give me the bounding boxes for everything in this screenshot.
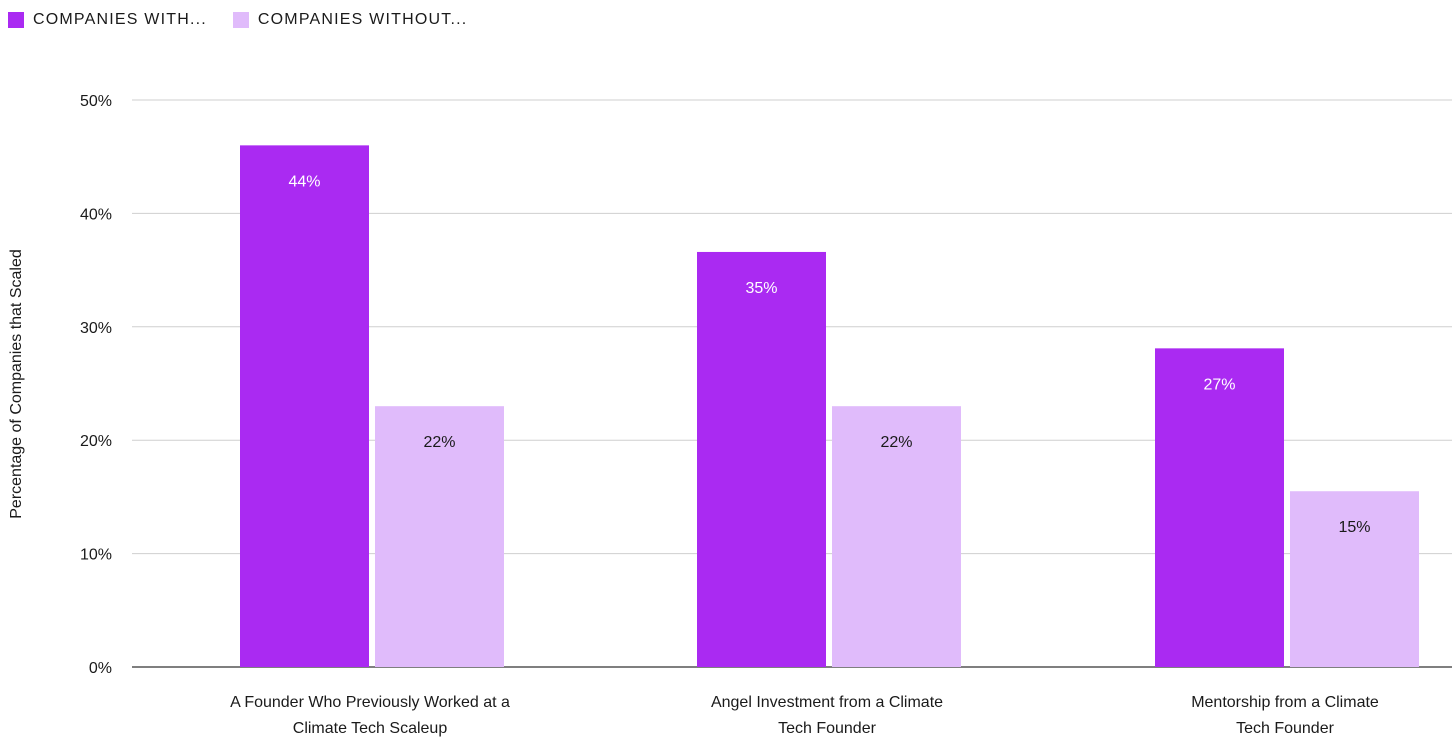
bar[interactable] <box>832 406 961 667</box>
legend-label-with: COMPANIES WITH... <box>33 11 207 28</box>
bar[interactable] <box>1290 491 1419 667</box>
bar-data-label: 44% <box>288 173 320 190</box>
x-category-label: Climate Tech Scaleup <box>293 720 448 737</box>
x-category-label: A Founder Who Previously Worked at a <box>230 694 510 711</box>
x-axis-categories: A Founder Who Previously Worked at a Clim… <box>230 694 1379 737</box>
x-category-label: Angel Investment from a Climate <box>711 694 943 711</box>
bar[interactable] <box>697 251 826 667</box>
y-axis-label: Percentage of Companies that Scaled <box>8 249 25 519</box>
bar-data-label: 22% <box>880 434 912 451</box>
legend-item-without[interactable]: COMPANIES WITHOUT... <box>232 11 468 29</box>
x-category-label: Mentorship from a Climate <box>1191 694 1379 711</box>
legend-label-without: COMPANIES WITHOUT... <box>257 11 468 28</box>
x-category-label: Tech Founder <box>1236 720 1335 737</box>
bars: 44% 35% 27% 22% 22% 15% <box>240 145 1419 668</box>
bar-data-label: 35% <box>745 280 777 297</box>
legend-swatch-with <box>8 12 24 28</box>
y-tick-label: 20% <box>80 433 112 450</box>
bar-data-label: 27% <box>1203 376 1235 393</box>
bar-data-label: 15% <box>1338 519 1370 536</box>
x-category-label: Tech Founder <box>778 720 877 737</box>
y-tick-label: 40% <box>80 206 112 223</box>
y-tick-label: 30% <box>80 320 112 337</box>
bar-data-label: 22% <box>423 434 455 451</box>
y-tick-label: 50% <box>80 93 112 110</box>
legend-item-with[interactable]: COMPANIES WITH... <box>8 11 207 29</box>
bar[interactable] <box>1155 348 1284 667</box>
y-axis-ticks: 0% 10% 20% 30% 40% 50% <box>80 93 112 677</box>
y-tick-label: 0% <box>89 660 112 677</box>
y-tick-label: 10% <box>80 547 112 564</box>
legend-swatch-without <box>232 12 249 28</box>
bar[interactable] <box>240 145 369 668</box>
bar[interactable] <box>375 406 504 667</box>
legend: COMPANIES WITH... COMPANIES WITHOUT... <box>8 11 493 29</box>
